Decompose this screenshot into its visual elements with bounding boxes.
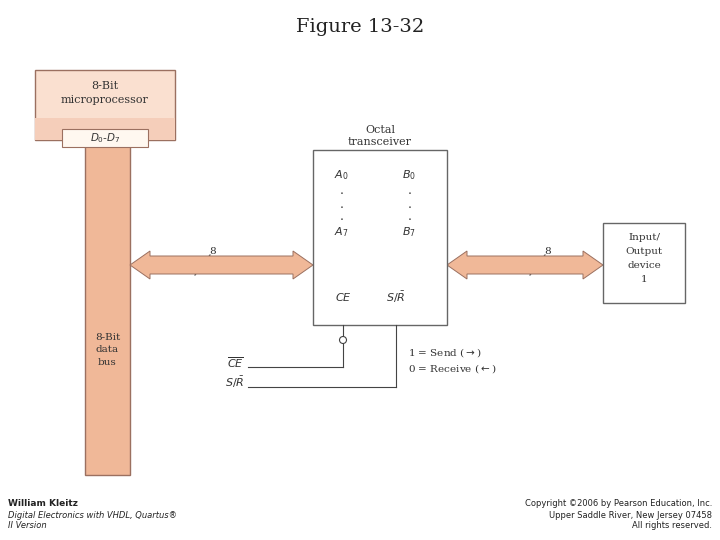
Text: II Version: II Version xyxy=(8,521,47,530)
Text: $B_7$: $B_7$ xyxy=(402,225,416,239)
Text: $\overline{CE}$: $\overline{CE}$ xyxy=(228,356,244,370)
Text: $B_0$: $B_0$ xyxy=(402,168,416,182)
Text: $A_7$: $A_7$ xyxy=(334,225,348,239)
Text: 8-Bit: 8-Bit xyxy=(91,81,119,91)
Text: $D_0$-$D_7$: $D_0$-$D_7$ xyxy=(90,131,120,145)
Text: $\cdot$: $\cdot$ xyxy=(407,199,411,213)
Text: Digital Electronics with VHDL, Quartus®: Digital Electronics with VHDL, Quartus® xyxy=(8,510,177,519)
Bar xyxy=(62,129,148,147)
Text: $\cdot$: $\cdot$ xyxy=(338,186,343,199)
Circle shape xyxy=(340,336,346,343)
Bar xyxy=(603,223,685,303)
Text: microprocessor: microprocessor xyxy=(61,95,149,105)
Text: 8: 8 xyxy=(210,246,216,255)
Text: $A_0$: $A_0$ xyxy=(333,168,348,182)
Text: William Kleitz: William Kleitz xyxy=(8,500,78,509)
Text: Input/: Input/ xyxy=(628,233,660,241)
Text: Output: Output xyxy=(626,246,662,255)
Text: transceiver: transceiver xyxy=(348,137,412,147)
Text: $\cdot$: $\cdot$ xyxy=(338,213,343,226)
Text: $S/\bar{R}$: $S/\bar{R}$ xyxy=(225,374,244,389)
Text: 8-Bit
data
bus: 8-Bit data bus xyxy=(95,333,120,367)
Text: 1 = Send ($\rightarrow$): 1 = Send ($\rightarrow$) xyxy=(408,347,482,360)
Text: $S/\bar{R}$: $S/\bar{R}$ xyxy=(386,289,406,305)
Bar xyxy=(85,145,130,475)
Text: Upper Saddle River, New Jersey 07458: Upper Saddle River, New Jersey 07458 xyxy=(549,510,712,519)
Text: Figure 13-32: Figure 13-32 xyxy=(296,18,424,36)
Text: 1: 1 xyxy=(641,274,647,284)
Text: $\cdot$: $\cdot$ xyxy=(338,199,343,213)
Polygon shape xyxy=(447,251,603,279)
Bar xyxy=(35,70,175,140)
Bar xyxy=(313,150,447,325)
Text: 0 = Receive ($\leftarrow$): 0 = Receive ($\leftarrow$) xyxy=(408,362,497,375)
Text: device: device xyxy=(627,260,661,269)
Text: $CE$: $CE$ xyxy=(335,291,351,303)
Text: All rights reserved.: All rights reserved. xyxy=(632,521,712,530)
Text: 8: 8 xyxy=(545,246,552,255)
Text: Copyright ©2006 by Pearson Education, Inc.: Copyright ©2006 by Pearson Education, In… xyxy=(525,500,712,509)
Text: Octal: Octal xyxy=(365,125,395,135)
Text: $\cdot$: $\cdot$ xyxy=(407,213,411,226)
Bar xyxy=(35,118,175,140)
Polygon shape xyxy=(130,251,313,279)
Text: $\cdot$: $\cdot$ xyxy=(407,186,411,199)
